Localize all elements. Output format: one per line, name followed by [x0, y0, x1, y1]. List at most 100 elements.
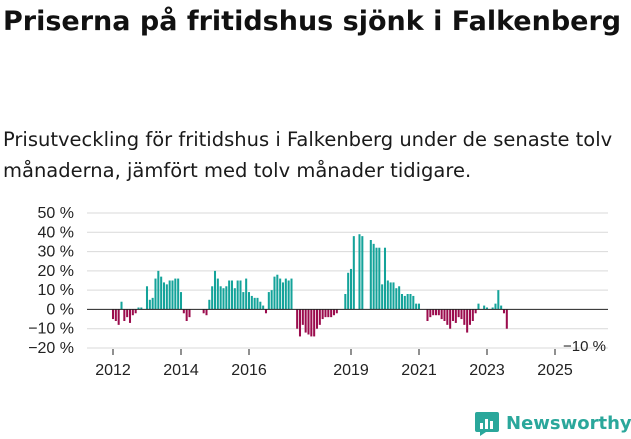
- bar: [386, 280, 389, 310]
- bar: [392, 282, 395, 310]
- newsworthy-logo: Newsworthy: [474, 408, 631, 438]
- y-tick-label: −20 %: [28, 340, 74, 357]
- bar: [253, 297, 256, 310]
- x-tick-label: 2019: [333, 362, 369, 379]
- bar: [372, 243, 375, 310]
- bar: [383, 247, 387, 310]
- bar: [222, 288, 225, 310]
- bar: [349, 268, 353, 310]
- bar: [179, 292, 183, 310]
- bar: [298, 309, 302, 337]
- bar: [137, 307, 140, 310]
- y-tick-label: 10 %: [38, 282, 74, 299]
- bar: [457, 309, 460, 318]
- latest-value-annotation: −10 %: [563, 338, 606, 355]
- bar: [500, 305, 503, 310]
- bar: [264, 309, 268, 314]
- y-tick-label: 20 %: [38, 263, 74, 280]
- bar: [361, 236, 364, 310]
- bar: [335, 309, 338, 314]
- bar: [375, 247, 378, 310]
- bar: [330, 309, 333, 318]
- bar: [304, 309, 307, 333]
- bar: [262, 305, 265, 310]
- bar: [140, 307, 143, 310]
- bar: [315, 309, 319, 329]
- bar: [417, 303, 421, 310]
- bar: [230, 280, 234, 310]
- bars: [111, 234, 508, 337]
- bar: [324, 309, 327, 318]
- bar: [494, 303, 497, 310]
- bar: [321, 309, 324, 320]
- bar: [185, 309, 188, 321]
- bar: [208, 299, 211, 310]
- bar: [451, 309, 455, 321]
- bar: [160, 276, 163, 310]
- bar: [415, 303, 418, 310]
- bar: [344, 294, 347, 310]
- y-axis-ticks: 50 % 40 % 30 % 20 % 10 % 0 % −10 % −20 %: [28, 205, 74, 357]
- bar: [228, 280, 231, 310]
- bar: [426, 309, 429, 321]
- bar: [327, 309, 330, 318]
- bar: [471, 309, 474, 321]
- bar: [202, 309, 205, 314]
- bar: [313, 309, 316, 337]
- bar: [389, 282, 392, 310]
- bar: [131, 309, 134, 316]
- bar: [485, 307, 489, 310]
- chart-title: Priserna på fritidshus sjönk i Falkenber…: [3, 6, 622, 37]
- x-tick-label: 2021: [401, 362, 437, 379]
- bar: [463, 309, 466, 325]
- bar: [449, 309, 452, 329]
- bar: [381, 284, 384, 310]
- bar: [352, 236, 355, 310]
- bar: [491, 307, 494, 310]
- bar: [395, 288, 398, 310]
- bar: [165, 284, 168, 310]
- bar: [157, 270, 160, 310]
- bar: [239, 280, 242, 310]
- bar: [245, 278, 248, 310]
- bar: [177, 278, 180, 310]
- bar: [347, 272, 350, 310]
- y-tick-label: 40 %: [38, 224, 74, 241]
- bar: [406, 294, 409, 310]
- bar: [247, 292, 251, 310]
- brand-name: Newsworthy: [506, 412, 631, 434]
- bar: [502, 309, 506, 314]
- bar: [182, 309, 185, 314]
- y-tick-label: −10 %: [28, 321, 74, 338]
- bar: [120, 301, 123, 310]
- bar: [126, 309, 129, 318]
- bar: [318, 309, 321, 325]
- bar: [437, 309, 440, 316]
- bar: [398, 286, 401, 310]
- x-tick-label: 2016: [231, 362, 267, 379]
- bar: [454, 309, 457, 323]
- bar: [123, 309, 126, 321]
- bar: [145, 286, 149, 310]
- bar: [128, 309, 132, 323]
- bar: [474, 309, 477, 314]
- bar: [114, 309, 117, 321]
- bar: [443, 309, 446, 321]
- bar: [233, 288, 236, 310]
- bar: [267, 292, 270, 310]
- bar: [270, 290, 273, 310]
- bar: [466, 309, 469, 333]
- bar: [310, 309, 313, 337]
- bar: [279, 278, 282, 310]
- bar: [151, 297, 154, 310]
- bar: [188, 309, 191, 318]
- grid-lines: [87, 212, 608, 349]
- bar: [505, 309, 508, 329]
- bar: [440, 309, 443, 320]
- bar: [236, 280, 239, 310]
- bar: [290, 278, 293, 310]
- bar: [284, 278, 287, 310]
- bar: [281, 282, 285, 310]
- bar: [256, 297, 259, 310]
